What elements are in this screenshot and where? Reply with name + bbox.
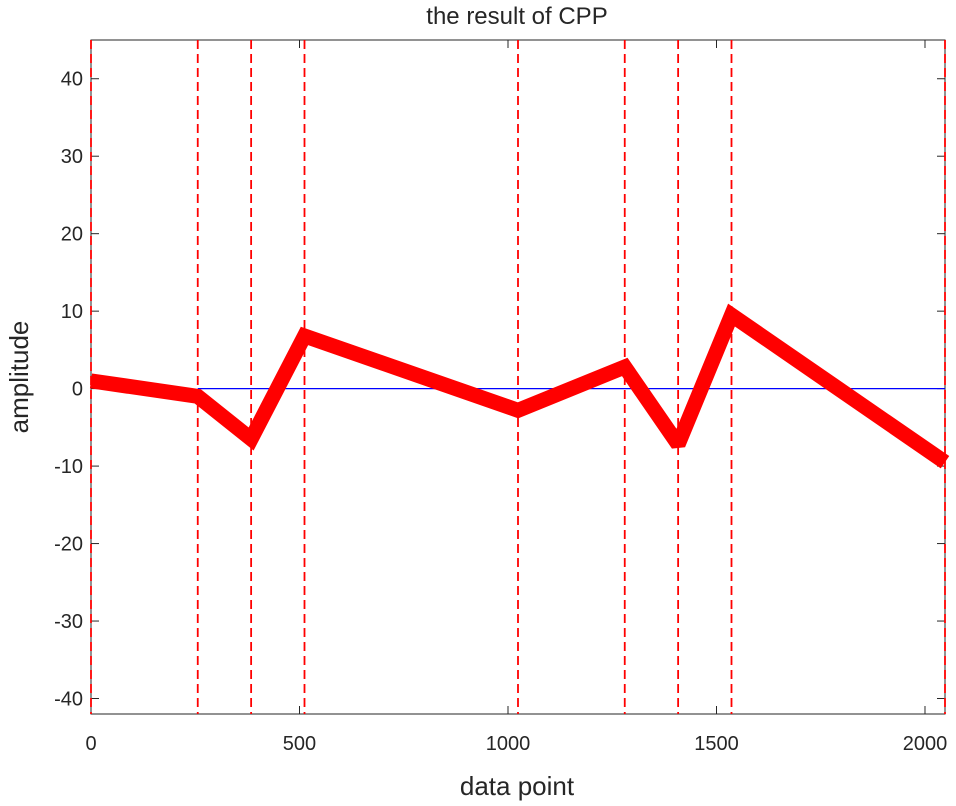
plot-area: 0 500 1000 1500 2000 -40 -30 -20 -10 0 10 20 30 40 <box>54 39 950 755</box>
x-tick-label: 1000 <box>486 733 531 755</box>
chart-title: the result of CPP <box>426 3 607 30</box>
y-tick-label: 30 <box>61 146 83 168</box>
series-point <box>197 395 199 397</box>
x-tick-label: 2000 <box>903 733 948 755</box>
series-point <box>731 314 732 316</box>
series-point <box>677 443 679 445</box>
x-tick-label: 500 <box>283 733 316 755</box>
y-tick-label: -30 <box>54 611 83 633</box>
y-tick-label: 20 <box>61 224 83 246</box>
series-point <box>944 461 946 463</box>
y-tick-label: -10 <box>54 456 83 478</box>
series-point <box>624 366 626 368</box>
y-tick-label: -40 <box>54 689 83 711</box>
y-tick-label: 10 <box>61 301 83 323</box>
x-tick-label: 0 <box>85 733 96 755</box>
x-tick-label: 1500 <box>694 733 739 755</box>
series-point <box>517 409 519 411</box>
series-point <box>90 380 92 382</box>
y-tick-label: 40 <box>61 69 83 91</box>
series-point <box>304 335 305 337</box>
y-tick-label: 0 <box>72 379 83 401</box>
y-axis-title: amplitude <box>4 321 34 434</box>
y-tick-label: -20 <box>54 534 83 556</box>
series-point <box>250 438 252 440</box>
x-axis-title: data point <box>460 771 575 801</box>
